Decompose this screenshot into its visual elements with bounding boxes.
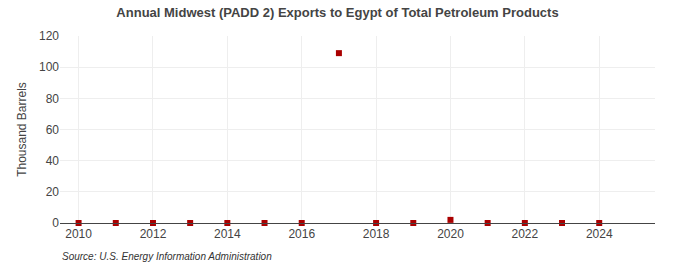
svg-text:2024: 2024 (586, 227, 613, 241)
svg-text:2018: 2018 (363, 227, 390, 241)
svg-text:Source: U.S. Energy Informatio: Source: U.S. Energy Information Administ… (62, 251, 272, 262)
svg-text:80: 80 (46, 92, 60, 106)
svg-text:20: 20 (46, 185, 60, 199)
svg-text:2010: 2010 (65, 227, 92, 241)
svg-text:2016: 2016 (288, 227, 315, 241)
svg-text:2022: 2022 (511, 227, 538, 241)
svg-text:2020: 2020 (437, 227, 464, 241)
svg-text:Annual Midwest (PADD 2) Export: Annual Midwest (PADD 2) Exports to Egypt… (116, 5, 558, 20)
svg-text:Thousand Barrels: Thousand Barrels (15, 82, 29, 177)
svg-text:2014: 2014 (214, 227, 241, 241)
svg-text:0: 0 (52, 216, 59, 230)
svg-text:2012: 2012 (140, 227, 167, 241)
svg-text:120: 120 (39, 29, 59, 43)
svg-text:100: 100 (39, 60, 59, 74)
svg-text:60: 60 (46, 123, 60, 137)
svg-text:40: 40 (46, 154, 60, 168)
